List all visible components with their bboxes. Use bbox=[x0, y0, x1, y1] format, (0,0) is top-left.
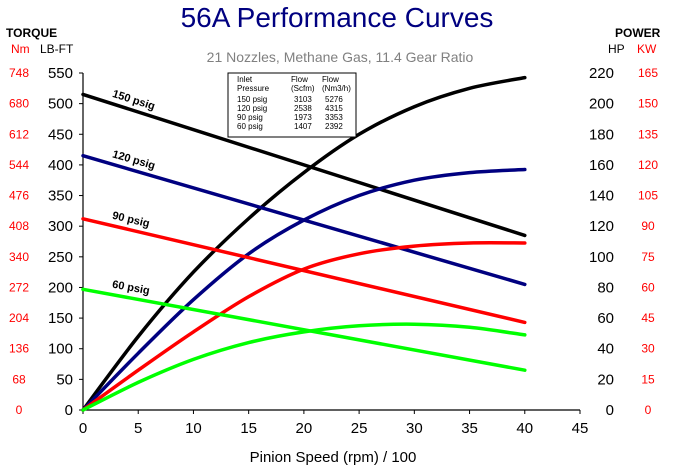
y-left-metric-tick-label: 340 bbox=[9, 250, 29, 264]
y-right-metric-tick-label: 15 bbox=[641, 372, 655, 386]
torque-line-60-psig bbox=[81, 287, 527, 372]
power-curve-60-psig bbox=[81, 322, 527, 412]
x-axis-label: Pinion Speed (rpm) / 100 bbox=[250, 449, 417, 466]
flow-table-cell: 60 psig bbox=[237, 122, 263, 131]
flow-table-cell: 4315 bbox=[325, 104, 343, 113]
flow-table-cell: 5276 bbox=[325, 95, 343, 104]
left-axis-unit-metric: Nm bbox=[11, 42, 30, 56]
y-right-tick-label: 60 bbox=[597, 310, 614, 327]
chart-subtitle: 21 Nozzles, Methane Gas, 11.4 Gear Ratio bbox=[207, 49, 474, 65]
right-axis-unit-metric: KW bbox=[637, 42, 657, 56]
y-right-metric-tick-label: 90 bbox=[641, 219, 655, 233]
y-right-tick-label: 220 bbox=[589, 65, 614, 82]
y-left-metric-tick-label: 0 bbox=[16, 403, 23, 417]
y-right-tick-label: 40 bbox=[597, 341, 614, 358]
y-right-metric-tick-label: 150 bbox=[638, 97, 658, 111]
flow-table-header: Flow bbox=[322, 75, 339, 84]
flow-table-cell: 1973 bbox=[294, 113, 312, 122]
torque-line-150-psig bbox=[81, 92, 527, 238]
y-left-tick-label: 150 bbox=[48, 310, 73, 327]
x-tick-label: 30 bbox=[406, 420, 423, 437]
power-curve-150-psig bbox=[81, 75, 527, 412]
right-axis-unit-imperial: HP bbox=[608, 42, 625, 56]
left-axis-unit-imperial: LB-FT bbox=[40, 42, 74, 56]
left-axis-heading: TORQUE bbox=[6, 26, 57, 40]
plot-area: 0050681001361502042002722503403004083504… bbox=[9, 65, 658, 437]
x-tick-label: 10 bbox=[185, 420, 202, 437]
y-right-metric-tick-label: 165 bbox=[638, 66, 658, 80]
y-left-metric-tick-label: 612 bbox=[9, 127, 29, 141]
x-tick-label: 45 bbox=[572, 420, 589, 437]
y-left-metric-tick-label: 204 bbox=[9, 311, 29, 325]
y-right-metric-tick-label: 105 bbox=[638, 189, 658, 203]
flow-table-header: Flow bbox=[291, 75, 308, 84]
flow-table-header: (Nm3/h) bbox=[322, 84, 351, 93]
y-left-metric-tick-label: 272 bbox=[9, 280, 29, 294]
right-axis-heading: POWER bbox=[615, 26, 661, 40]
y-right-metric-tick-label: 0 bbox=[645, 403, 652, 417]
y-left-metric-tick-label: 748 bbox=[9, 66, 29, 80]
y-left-tick-label: 0 bbox=[65, 402, 73, 419]
flow-table-cell: 1407 bbox=[294, 122, 312, 131]
flow-table-header: Pressure bbox=[237, 84, 270, 93]
y-left-tick-label: 550 bbox=[48, 65, 73, 82]
y-right-tick-label: 160 bbox=[589, 157, 614, 174]
y-right-tick-label: 100 bbox=[589, 249, 614, 266]
x-tick-label: 20 bbox=[296, 420, 313, 437]
flow-table-cell: 150 psig bbox=[237, 95, 267, 104]
y-left-tick-label: 450 bbox=[48, 126, 73, 143]
flow-table-cell: 2392 bbox=[325, 122, 343, 131]
y-left-tick-label: 250 bbox=[48, 249, 73, 266]
flow-table-cell: 120 psig bbox=[237, 104, 267, 113]
y-right-tick-label: 180 bbox=[589, 126, 614, 143]
y-left-tick-label: 200 bbox=[48, 279, 73, 296]
y-left-tick-label: 100 bbox=[48, 341, 73, 358]
torque-line-120-psig bbox=[81, 153, 527, 287]
flow-table-header: Inlet bbox=[237, 75, 253, 84]
y-right-metric-tick-label: 60 bbox=[641, 280, 655, 294]
y-left-tick-label: 500 bbox=[48, 96, 73, 113]
y-left-tick-label: 350 bbox=[48, 188, 73, 205]
x-tick-label: 35 bbox=[461, 420, 478, 437]
y-left-tick-label: 50 bbox=[56, 371, 73, 388]
y-right-metric-tick-label: 45 bbox=[641, 311, 655, 325]
x-tick-label: 0 bbox=[79, 420, 87, 437]
y-right-metric-tick-label: 75 bbox=[641, 250, 655, 264]
flow-table-header: (Scfm) bbox=[291, 84, 315, 93]
x-tick-label: 5 bbox=[134, 420, 142, 437]
flow-table-box bbox=[227, 72, 357, 138]
y-right-metric-tick-label: 135 bbox=[638, 127, 658, 141]
y-left-tick-label: 300 bbox=[48, 218, 73, 235]
chart-title: 56A Performance Curves bbox=[181, 2, 494, 33]
y-left-metric-tick-label: 68 bbox=[12, 372, 26, 386]
y-right-tick-label: 200 bbox=[589, 96, 614, 113]
y-right-tick-label: 20 bbox=[597, 371, 614, 388]
y-right-tick-label: 140 bbox=[589, 188, 614, 205]
y-left-metric-tick-label: 680 bbox=[9, 97, 29, 111]
x-tick-label: 40 bbox=[516, 420, 533, 437]
y-left-metric-tick-label: 476 bbox=[9, 189, 29, 203]
torque-line-90-psig bbox=[81, 217, 527, 325]
y-left-metric-tick-label: 544 bbox=[9, 158, 29, 172]
y-left-metric-tick-label: 136 bbox=[9, 342, 29, 356]
y-right-tick-label: 0 bbox=[606, 402, 614, 419]
y-right-tick-label: 80 bbox=[597, 279, 614, 296]
power-curve-120-psig bbox=[81, 167, 527, 412]
y-left-metric-tick-label: 408 bbox=[9, 219, 29, 233]
y-right-tick-label: 120 bbox=[589, 218, 614, 235]
y-right-metric-tick-label: 30 bbox=[641, 342, 655, 356]
flow-table-cell: 90 psig bbox=[237, 113, 263, 122]
x-tick-label: 15 bbox=[240, 420, 257, 437]
flow-table-cell: 2538 bbox=[294, 104, 312, 113]
y-left-tick-label: 400 bbox=[48, 157, 73, 174]
flow-table-cell: 3103 bbox=[294, 95, 312, 104]
x-tick-label: 25 bbox=[351, 420, 368, 437]
flow-table-cell: 3353 bbox=[325, 113, 343, 122]
y-right-metric-tick-label: 120 bbox=[638, 158, 658, 172]
